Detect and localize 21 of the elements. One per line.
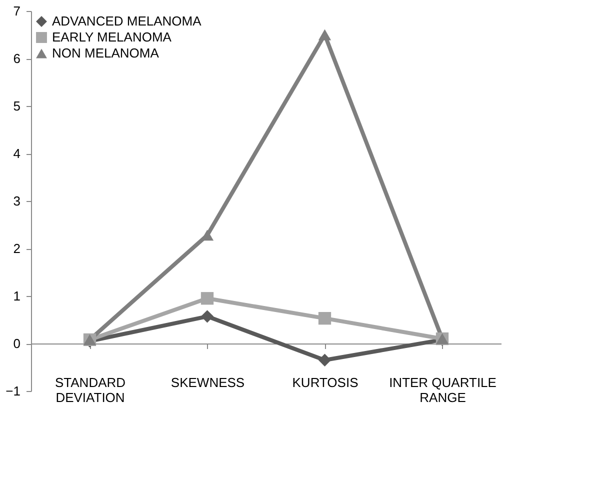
point xyxy=(318,354,332,366)
y-tick-label: 2 xyxy=(13,241,20,256)
legend-label: ADVANCED MELANOMA xyxy=(52,14,202,28)
x-tick-label: SKEWNESS xyxy=(170,375,245,390)
legend-label: EARLY MELANOMA xyxy=(52,30,172,44)
x-tick-label: KURTOSIS xyxy=(292,375,359,390)
y-tick-label: −1 xyxy=(6,384,20,398)
y-tick-label: 0 xyxy=(13,336,20,351)
x-tick-label: INTER QUARTILE RANGE xyxy=(389,375,497,405)
legend-label: NON MELANOMA xyxy=(52,46,160,60)
y-tick-label: 4 xyxy=(13,146,20,161)
point xyxy=(200,292,214,305)
x-tick-label: STANDARD DEVIATION xyxy=(54,375,126,405)
point xyxy=(200,310,214,323)
y-tick-label: 7 xyxy=(13,4,20,18)
point xyxy=(318,312,332,325)
y-tick-label: 1 xyxy=(13,288,20,304)
y-tick-label: 5 xyxy=(13,98,20,114)
point xyxy=(318,29,332,40)
y-tick-label: 6 xyxy=(13,51,20,66)
y-tick-label: 3 xyxy=(13,194,20,208)
